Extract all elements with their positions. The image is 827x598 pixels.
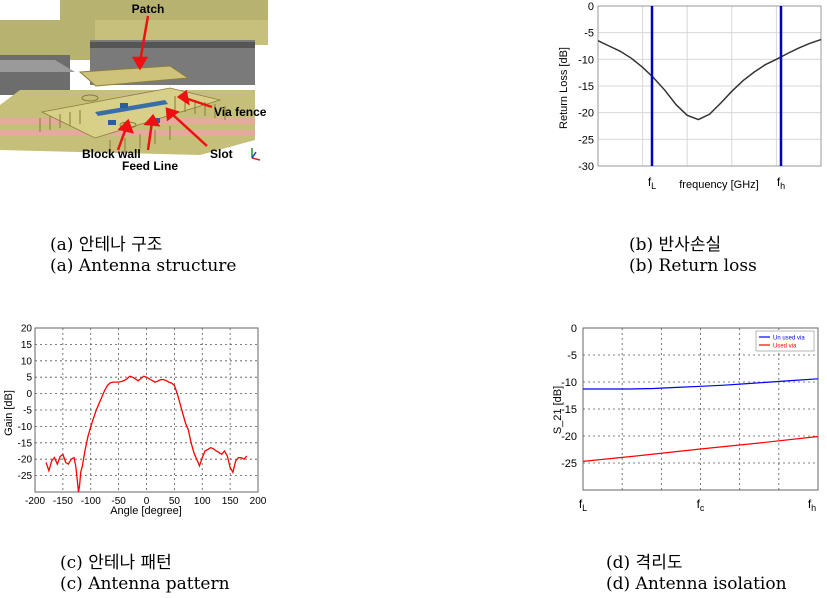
caption-b-english: (b) Return loss xyxy=(629,256,757,276)
pattern-ytick-label: 20 xyxy=(21,324,33,335)
isolation-ytick-label: -25 xyxy=(561,458,577,470)
isolation-xtick-fc: fc xyxy=(697,497,705,513)
return-loss-ytick-label: -5 xyxy=(584,28,594,40)
return-loss-plot-frame xyxy=(597,5,822,167)
isolation-xtick-fh: fh xyxy=(808,497,816,513)
caption-c-korean: (c) 안테나 패턴 xyxy=(60,553,172,573)
antenna-isolation-chart: 0 -5 -10 -15 -20 -25 Un used via Used via S_21… xyxy=(548,318,827,518)
isolation-legend: Un used via Used via xyxy=(755,330,815,352)
return-loss-ytick-label: 0 xyxy=(588,1,594,13)
used-via-line xyxy=(582,435,819,462)
isolation-ytick-label: 0 xyxy=(571,323,577,335)
pattern-xtick-label: 150 xyxy=(222,496,239,507)
unused-via-line xyxy=(583,378,819,390)
antenna-pattern-xlabel: Angle [degree] xyxy=(110,505,182,517)
pattern-ytick-label: -5 xyxy=(23,406,32,417)
return-loss-chart: 0 -5 -10 -15 -20 -25 -30 Return Loss [dB] fL fh… xyxy=(548,0,827,200)
pattern-xtick-label: 200 xyxy=(250,496,267,507)
pattern-ytick-label: -20 xyxy=(18,455,33,466)
return-loss-ytick-label: -20 xyxy=(578,108,594,120)
pattern-ytick-label: 15 xyxy=(21,340,33,351)
isolation-ytick-label: -20 xyxy=(561,431,577,443)
pattern-xtick-label: -200 xyxy=(25,496,45,507)
caption-a-korean: (a) 안테나 구조 xyxy=(50,235,163,255)
return-loss-xlabel: frequency [GHz] xyxy=(679,179,758,191)
pattern-ytick-label: 0 xyxy=(26,389,32,400)
isolation-ytick-label: -10 xyxy=(561,377,577,389)
antenna-isolation-svg: 0 -5 -10 -15 -20 -25 Un used via Used via S_21… xyxy=(552,323,819,513)
antenna-structure-render: Patch Via fence Block wall Slot Feed Lin… xyxy=(0,0,268,173)
label-feed-line: Feed Line xyxy=(122,159,178,172)
isolation-xtick-fl: fL xyxy=(579,497,587,513)
pattern-ytick-label: -10 xyxy=(18,422,33,433)
caption-b-korean: (b) 반사손실 xyxy=(629,235,722,255)
legend-label-unused-via: Un used via xyxy=(773,336,805,342)
pattern-ytick-label: 5 xyxy=(26,373,32,384)
caption-d-korean: (d) 격리도 xyxy=(606,553,683,573)
label-block-wall: Block wall xyxy=(82,147,141,161)
return-loss-curve xyxy=(597,38,822,121)
isolation-plot-frame xyxy=(582,327,819,491)
return-loss-svg: 0 -5 -10 -15 -20 -25 -30 Return Loss [dB] fL fh… xyxy=(558,1,822,191)
isolation-ytick-label: -15 xyxy=(561,404,577,416)
pattern-xtick-label: -50 xyxy=(111,496,126,507)
isolation-legend-box xyxy=(755,330,815,352)
caption-a-english: (a) Antenna structure xyxy=(50,256,237,276)
return-loss-xtick-fl: fL xyxy=(648,175,656,191)
legend-label-used-via: Used via xyxy=(773,344,797,350)
caption-d-english: (d) Antenna isolation xyxy=(606,574,787,594)
pattern-xtick-label: -150 xyxy=(53,496,73,507)
isolation-ylabel: S_21 [dB] xyxy=(552,386,564,434)
isolation-ytick-label: -5 xyxy=(567,350,577,362)
return-loss-ytick-label: -15 xyxy=(578,81,594,93)
return-loss-xtick-fh: fh xyxy=(777,175,785,191)
pattern-ytick-label: 10 xyxy=(21,356,33,367)
antenna-pattern-ylabel: Gain [dB] xyxy=(3,390,15,436)
pattern-plot-frame xyxy=(34,327,259,493)
antenna-pattern-chart: 20 15 10 5 0 -5 -10 -15 -20 -25 -200 -150 -100 -50 0 50… xyxy=(0,318,268,518)
return-loss-ytick-label: -25 xyxy=(578,134,594,146)
label-slot: Slot xyxy=(210,147,233,161)
return-loss-ytick-label: -10 xyxy=(578,54,594,66)
return-loss-ylabel: Return Loss [dB] xyxy=(558,47,570,129)
antenna-structure-figure: Patch Via fence Block wall Slot Feed Lin… xyxy=(0,0,268,173)
pattern-xtick-label: 100 xyxy=(194,496,211,507)
pattern-ytick-label: -25 xyxy=(18,471,33,482)
label-via-fence: Via fence xyxy=(214,105,267,119)
pattern-xtick-label: -100 xyxy=(81,496,101,507)
return-loss-ytick-label: -30 xyxy=(578,161,594,173)
pattern-ytick-label: -15 xyxy=(18,438,33,449)
caption-c-english: (c) Antenna pattern xyxy=(60,574,230,594)
antenna-pattern-curve xyxy=(45,375,248,493)
pattern-xtick-label: 0 xyxy=(144,496,150,507)
label-patch: Patch xyxy=(132,2,165,16)
pattern-xtick-label: 50 xyxy=(169,496,181,507)
